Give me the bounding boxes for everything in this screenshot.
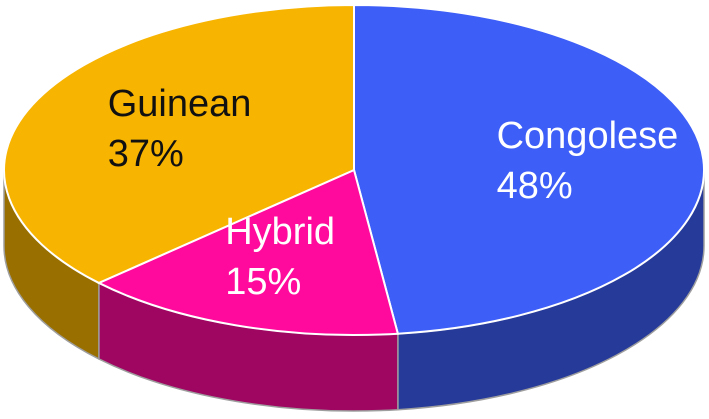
slice — [353, 3, 705, 335]
value-label: 15% — [225, 261, 301, 303]
slice-label: Guinean — [108, 83, 252, 125]
slice — [96, 168, 400, 337]
value-label: 48% — [497, 165, 573, 207]
slice-label: Congolese — [497, 115, 679, 157]
value-label: 37% — [108, 133, 184, 175]
slice — [3, 3, 355, 285]
slice-label: Hybrid — [225, 211, 335, 253]
